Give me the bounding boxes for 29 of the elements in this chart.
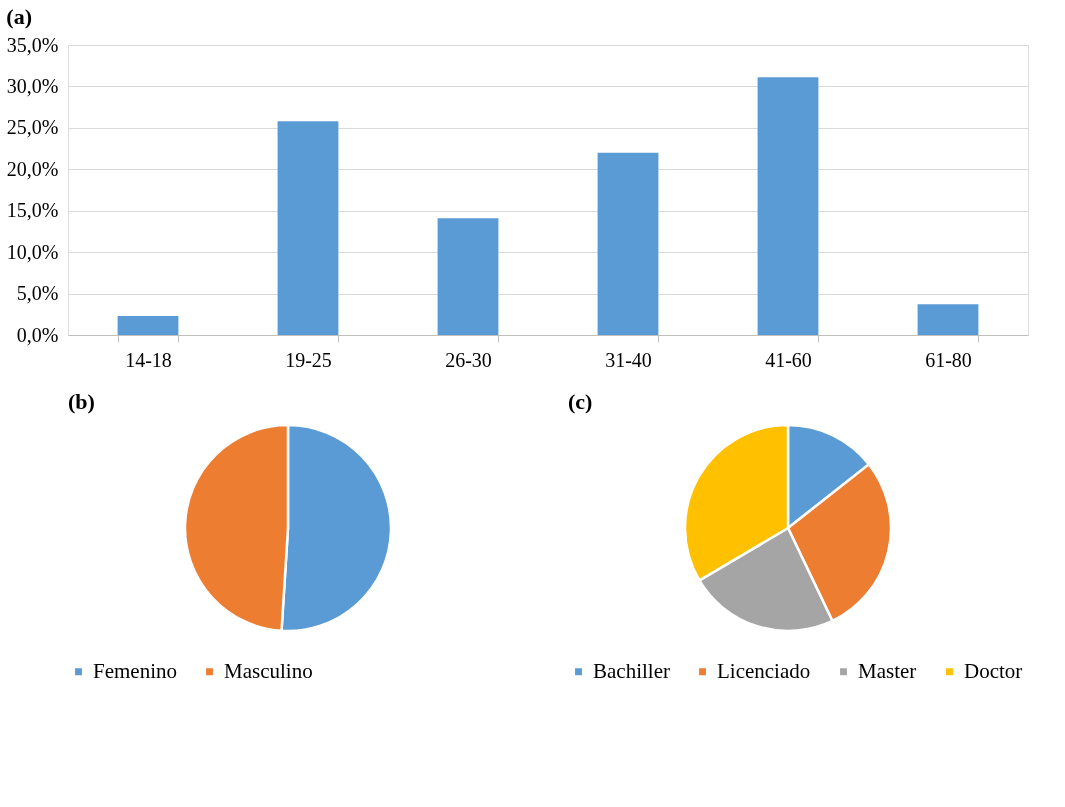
y-tick-label: 15,0% bbox=[6, 199, 59, 222]
legend-label: Bachiller bbox=[593, 658, 670, 683]
y-tick-label: 25,0% bbox=[6, 116, 59, 139]
x-tick-label: 19-25 bbox=[285, 348, 332, 371]
x-tick-label: 61-80 bbox=[925, 348, 972, 371]
x-tick-label: 31-40 bbox=[605, 348, 652, 371]
legend-label: Licenciado bbox=[717, 658, 811, 683]
y-tick-label: 20,0% bbox=[6, 157, 59, 180]
bar bbox=[437, 218, 499, 335]
bar bbox=[917, 304, 979, 335]
x-tick-label: 26-30 bbox=[445, 348, 492, 371]
legend-label: Femenino bbox=[93, 658, 177, 683]
x-tick-label: 41-60 bbox=[765, 348, 812, 371]
bar bbox=[757, 77, 819, 335]
x-tick-label: 14-18 bbox=[125, 348, 172, 371]
y-tick-label: 10,0% bbox=[6, 240, 59, 263]
chart-title: (c) bbox=[568, 389, 593, 414]
legend-label: Doctor bbox=[964, 658, 1023, 683]
y-tick-label: 35,0% bbox=[6, 33, 59, 56]
chart-title: (b) bbox=[68, 389, 95, 414]
legend-label: Masculino bbox=[224, 658, 313, 683]
chart-title: (a) bbox=[6, 4, 32, 29]
y-tick-label: 5,0% bbox=[16, 282, 59, 305]
bar bbox=[117, 315, 179, 335]
bar bbox=[277, 121, 339, 335]
y-tick-label: 0,0% bbox=[16, 323, 59, 346]
legend-label: Master bbox=[858, 658, 917, 683]
y-tick-label: 30,0% bbox=[6, 74, 59, 97]
bar bbox=[597, 152, 659, 335]
